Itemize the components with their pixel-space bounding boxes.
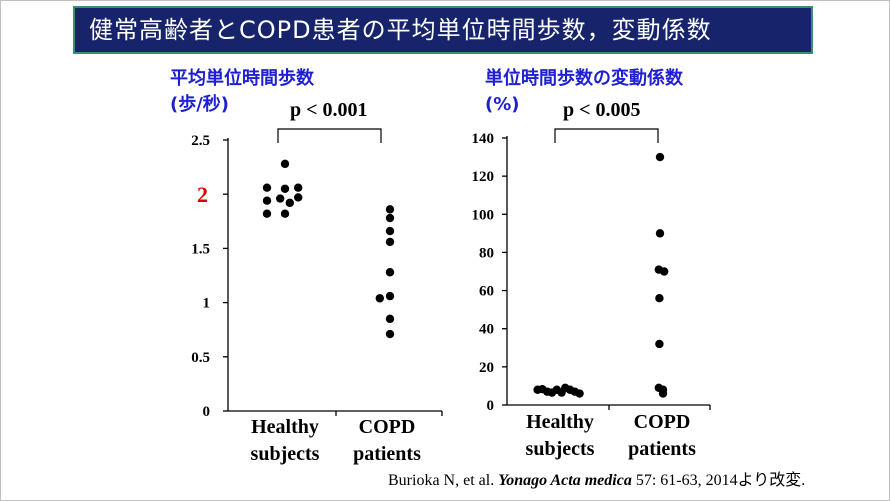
data-point	[660, 267, 669, 276]
category-label: Healthy	[526, 411, 594, 433]
y-tick-label: 140	[472, 131, 495, 147]
data-point	[294, 183, 303, 192]
chart-title: 単位時間歩数の変動係数	[485, 67, 684, 89]
citation-authors: Burioka N, et al.	[388, 472, 495, 489]
slide-title: 健常高齢者とCOPD患者の平均単位時間歩数，変動係数	[73, 6, 813, 54]
data-point	[262, 209, 272, 218]
p-value-label: p < 0.005	[563, 99, 641, 121]
data-point	[280, 209, 290, 218]
category-label: patients	[353, 443, 421, 465]
chart-mean-steps: 平均単位時間歩数 (歩/秒) p < 0.001 0 0.5 1 1.5 2 2.5 Health…	[170, 67, 443, 465]
y-tick-label: 0	[203, 404, 211, 420]
p-value-label: p < 0.001	[290, 99, 368, 121]
y-tick-label: 100	[472, 207, 495, 223]
y-tick-label: 80	[479, 245, 494, 261]
citation-journal: Yonago Acta medica	[498, 472, 632, 489]
category-label: subjects	[526, 438, 595, 460]
data-point	[658, 389, 668, 398]
data-point	[385, 314, 395, 324]
data-point	[385, 205, 395, 214]
data-point	[385, 268, 395, 277]
y-tick-label: 0.5	[191, 350, 210, 366]
data-point	[375, 294, 384, 303]
data-point	[276, 194, 285, 203]
data-point	[385, 291, 395, 301]
category-label: patients	[628, 438, 696, 460]
data-point	[385, 237, 395, 247]
data-point	[655, 152, 665, 162]
y-tick-label: 60	[479, 284, 494, 300]
data-point	[655, 229, 665, 238]
data-point	[385, 329, 395, 339]
category-label: COPD	[359, 416, 416, 438]
data-point	[655, 294, 664, 303]
y-tick-label: 2	[197, 182, 208, 207]
category-label: COPD	[634, 411, 691, 433]
data-point	[385, 213, 395, 223]
data-point	[262, 183, 272, 192]
data-point	[385, 226, 395, 236]
category-label: Healthy	[251, 416, 319, 438]
data-point	[575, 389, 584, 398]
y-axis-unit: (%)	[485, 94, 520, 115]
citation: Burioka N, et al. Yonago Acta medica 57:…	[388, 466, 805, 490]
y-axis-unit: (歩/秒)	[170, 93, 229, 115]
data-point	[285, 198, 294, 208]
significance-bracket	[554, 128, 659, 143]
citation-details: 57: 61-63, 2014より改変.	[635, 472, 806, 489]
y-tick-label: 40	[479, 322, 494, 338]
data-point	[280, 184, 290, 193]
y-tick-label: 1	[203, 296, 211, 312]
data-point	[294, 193, 303, 202]
y-tick-label: 20	[479, 360, 494, 376]
data-point	[655, 339, 664, 349]
y-tick-label: 120	[472, 169, 495, 185]
y-tick-label: 1.5	[191, 241, 210, 257]
chart-cv-steps: 単位時間歩数の変動係数 (%) p < 0.005 0 20 40 60 80 100 120 14…	[472, 67, 711, 460]
y-tick-label: 2.5	[191, 133, 210, 149]
significance-bracket	[277, 128, 382, 143]
y-tick-label: 0	[487, 398, 495, 414]
chart-title: 平均単位時間歩数	[170, 67, 315, 89]
category-label: subjects	[251, 443, 320, 465]
data-point	[280, 159, 290, 169]
data-point	[262, 196, 272, 205]
